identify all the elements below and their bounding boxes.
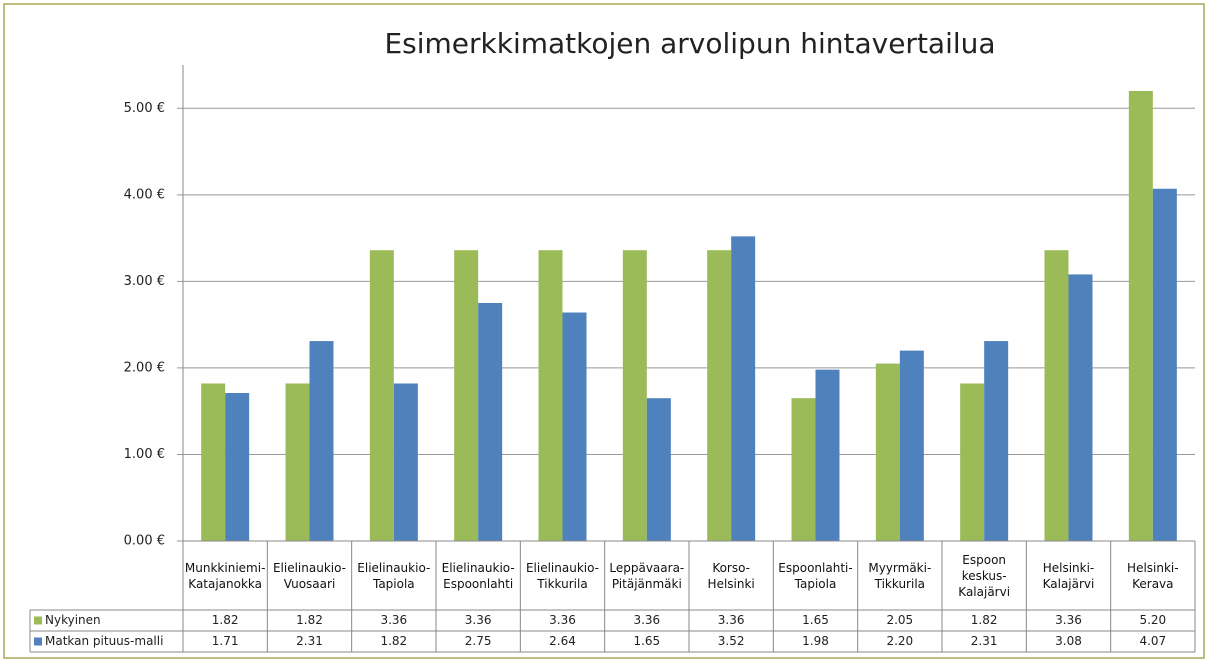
- bar: [538, 250, 563, 541]
- data-label: 1.82: [296, 613, 323, 627]
- data-label: 2.31: [296, 634, 323, 648]
- bar: [960, 383, 985, 541]
- data-label: 3.36: [633, 613, 660, 627]
- bar: [646, 398, 671, 541]
- bar: [562, 312, 587, 541]
- x-tick-label: Espoonlahti-Tapiola: [778, 560, 853, 591]
- category-cell: Helsinki-Kerava: [1127, 560, 1179, 591]
- bar: [707, 250, 732, 541]
- bar: [369, 250, 394, 541]
- bar: [1152, 188, 1177, 541]
- legend-key: [34, 616, 42, 625]
- data-label: 3.52: [718, 634, 745, 648]
- y-tick-label: 4.00 €: [124, 187, 165, 202]
- data-label: 2.75: [465, 634, 492, 648]
- category-cell: Leppävaara-Pitäjänmäki: [609, 560, 685, 591]
- data-label: 3.36: [1055, 613, 1082, 627]
- data-label: 1.82: [971, 613, 998, 627]
- bar: [731, 236, 756, 542]
- legend-key: [34, 637, 42, 646]
- data-label: 2.31: [971, 634, 998, 648]
- bar: [478, 303, 503, 541]
- category-cell: Espoonlahti-Tapiola: [778, 560, 853, 591]
- data-label: 1.82: [380, 634, 407, 648]
- y-tick-label: 3.00 €: [124, 274, 165, 289]
- x-tick-label: Korso-Helsinki: [707, 560, 755, 591]
- x-tick-label: Elielinaukio-Tapiola: [357, 560, 431, 591]
- x-tick-label: Leppävaara-Pitäjänmäki: [609, 560, 685, 591]
- data-label: 3.36: [718, 613, 745, 627]
- data-label: 1.65: [802, 613, 829, 627]
- data-label: 3.36: [549, 613, 576, 627]
- data-label: 3.36: [380, 613, 407, 627]
- data-label: 1.65: [633, 634, 660, 648]
- category-cell: Elielinaukio-Vuosaari: [272, 560, 347, 591]
- x-tick-label: Helsinki-Kalajärvi: [1042, 560, 1095, 591]
- legend-label: Matkan pituus-malli: [45, 634, 163, 648]
- data-label: 2.64: [549, 634, 576, 648]
- data-label: 5.20: [1139, 613, 1166, 627]
- bar: [393, 383, 418, 541]
- bar: [1068, 274, 1093, 541]
- data-label: 1.98: [802, 634, 829, 648]
- x-tick-label: Elielinaukio-Espoonlahti: [441, 560, 515, 591]
- bar: [984, 341, 1009, 541]
- bar: [309, 341, 334, 541]
- data-label: 2.05: [886, 613, 913, 627]
- y-tick-label: 2.00 €: [124, 360, 165, 375]
- bar: [285, 383, 310, 541]
- y-tick-label: 1.00 €: [124, 447, 165, 462]
- x-tick-label: Espoon keskus-Kalajärvi: [958, 552, 1011, 599]
- bar: [875, 363, 900, 541]
- bar: [1128, 90, 1153, 542]
- y-tick-label: 5.00 €: [124, 101, 165, 116]
- legend-label: Nykyinen: [45, 613, 101, 627]
- category-cell: Elielinaukio-Espoonlahti: [441, 560, 515, 591]
- x-tick-label: Elielinaukio-Vuosaari: [272, 560, 347, 591]
- x-tick-label: Elielinaukio-Tikkurila: [525, 560, 600, 591]
- category-cell: Helsinki-Kalajärvi: [1042, 560, 1095, 591]
- category-cell: Munkkiniemi-Katajanokka: [184, 560, 266, 591]
- bar: [815, 369, 840, 541]
- data-label: 3.08: [1055, 634, 1082, 648]
- data-label: 4.07: [1139, 634, 1166, 648]
- category-cell: Korso-Helsinki: [707, 560, 755, 591]
- category-cell: Espoon keskus-Kalajärvi: [958, 552, 1011, 599]
- bar: [1044, 250, 1069, 541]
- x-tick-label: Helsinki-Kerava: [1127, 560, 1179, 591]
- bar: [622, 250, 647, 541]
- x-tick-label: Myyrmäki-Tikkurila: [868, 560, 932, 591]
- data-label: 3.36: [465, 613, 492, 627]
- category-cell: Elielinaukio-Tikkurila: [525, 560, 600, 591]
- bar: [225, 393, 250, 541]
- x-tick-label: Munkkiniemi-Katajanokka: [184, 560, 266, 591]
- chart-title: Esimerkkimatkojen arvolipun hintavertail…: [384, 27, 995, 60]
- category-cell: Myyrmäki-Tikkurila: [868, 560, 932, 591]
- data-label: 1.71: [212, 634, 239, 648]
- data-label: 1.82: [212, 613, 239, 627]
- bar: [454, 250, 479, 541]
- bar: [791, 398, 816, 541]
- data-label: 2.20: [886, 634, 913, 648]
- bar: [899, 350, 924, 541]
- y-tick-label: 0.00 €: [124, 534, 165, 549]
- bar: [201, 383, 226, 541]
- chart-frame: [3, 3, 1205, 659]
- category-cell: Elielinaukio-Tapiola: [357, 560, 431, 591]
